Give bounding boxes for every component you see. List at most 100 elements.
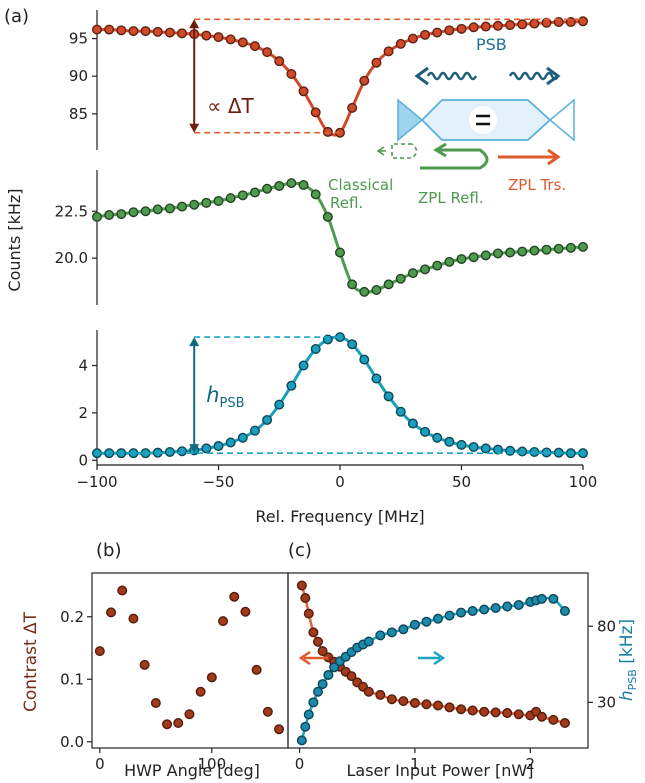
data-point	[262, 706, 273, 717]
data-point	[323, 669, 334, 680]
panel-b-frame	[91, 572, 289, 749]
data-point	[480, 250, 491, 261]
data-point	[298, 360, 309, 371]
data-point	[94, 646, 105, 657]
data-point	[128, 26, 139, 37]
data-point	[383, 46, 394, 57]
data-point	[249, 425, 260, 436]
x-tick-label: −50	[203, 473, 235, 491]
data-point	[104, 209, 115, 220]
data-point	[346, 671, 357, 682]
right-axis-arrowhead	[433, 650, 446, 666]
data-point	[225, 437, 236, 448]
subplot-transmission: 85 90 95 ∝ ΔT	[69, 10, 589, 150]
data-point	[300, 593, 311, 604]
data-point	[317, 646, 328, 657]
data-point	[91, 24, 102, 35]
data-point	[359, 354, 370, 365]
psb-arrow-head-down	[189, 444, 200, 454]
data-point	[467, 705, 478, 716]
y-tick-label: 22.5	[55, 202, 88, 220]
data-point	[432, 260, 443, 271]
data-point	[296, 580, 307, 591]
zpl-refl-label: ZPL Refl.	[418, 189, 484, 207]
data-point	[456, 704, 467, 715]
wavy-arrowhead-left	[414, 66, 429, 86]
data-point	[152, 26, 163, 37]
data-point	[444, 436, 455, 447]
fit-line-left	[300, 585, 566, 725]
data-point	[317, 679, 328, 690]
data-point	[395, 273, 406, 284]
y-tick-label: 2	[78, 404, 88, 422]
data-point	[492, 248, 503, 259]
panel-b: 0 100 0.0 0.1 0.2	[60, 572, 289, 773]
zpl-trs-label: ZPL Trs.	[508, 176, 566, 194]
panel-c: 0 1 2 30 80	[287, 572, 616, 773]
subplot-psb: 0 2 4 −100 −50 0 50 100 hPSB	[76, 330, 597, 491]
data-point	[468, 22, 479, 33]
x-tick-label: 0	[335, 473, 345, 491]
data-point	[329, 662, 340, 673]
data-point	[237, 190, 248, 201]
data-point	[104, 24, 115, 35]
data-point	[371, 285, 382, 296]
data-point	[565, 242, 576, 253]
zpl-trs-arrowhead	[547, 148, 561, 166]
data-point	[195, 686, 206, 697]
data-point	[286, 68, 297, 79]
data-point	[420, 264, 431, 275]
data-point	[559, 718, 570, 729]
data-point	[407, 268, 418, 279]
data-point	[433, 700, 444, 711]
data-point	[420, 426, 431, 437]
data-point	[359, 75, 370, 86]
data-point	[213, 441, 224, 452]
data-point	[347, 279, 358, 290]
data-point	[310, 107, 321, 118]
data-point	[444, 702, 455, 713]
y-tick-label: 0	[78, 451, 88, 469]
classical-refl-label-2: Refl.	[330, 194, 363, 212]
data-point	[517, 446, 528, 457]
data-point	[274, 399, 285, 410]
data-point	[225, 34, 236, 45]
delta-t-annotation: ∝ ΔT	[207, 94, 254, 118]
data-point	[386, 694, 397, 705]
data-point	[164, 446, 175, 457]
data-point	[578, 241, 589, 252]
data-point	[398, 696, 409, 707]
panel-c-frame	[287, 572, 589, 749]
data-point	[529, 18, 540, 29]
data-point	[206, 672, 217, 683]
data-point	[490, 603, 501, 614]
data-point	[513, 709, 524, 720]
data-point	[383, 279, 394, 290]
data-point	[502, 708, 513, 719]
data-point	[409, 619, 420, 630]
data-point	[433, 613, 444, 624]
waveguide-left-tip	[397, 98, 424, 142]
data-point	[536, 593, 547, 604]
data-point	[371, 373, 382, 384]
panel-c-xlabel: Laser Input Power [nW]	[347, 761, 534, 780]
y-tick-label-right: 80	[597, 617, 616, 635]
data-point	[298, 179, 309, 190]
data-point	[505, 247, 516, 258]
data-point	[529, 446, 540, 457]
delta-arrow-head-down	[189, 123, 200, 133]
data-point	[398, 624, 409, 635]
subplot-reflection: 20.0 22.5	[55, 170, 589, 305]
data-point	[386, 627, 397, 638]
data-point	[128, 613, 139, 624]
h-psb-subscript: PSB	[220, 396, 245, 411]
data-point	[409, 698, 420, 709]
data-point	[164, 27, 175, 38]
panel-b-ylabel: Contrast ΔT	[21, 611, 41, 712]
data-point	[363, 636, 374, 647]
data-point	[444, 25, 455, 36]
data-point	[479, 706, 490, 717]
data-point	[553, 243, 564, 254]
data-point	[480, 21, 491, 32]
